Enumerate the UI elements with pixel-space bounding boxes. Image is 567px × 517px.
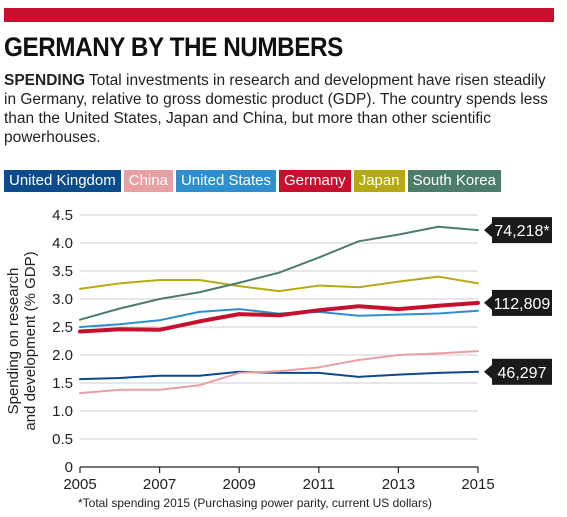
legend-item-japan: Japan — [353, 170, 405, 192]
y-tick-label: 3.0 — [52, 291, 73, 308]
series-line-united-kingdom — [79, 370, 479, 381]
y-tick-label: 0 — [65, 459, 73, 476]
x-tick-label: 2011 — [303, 476, 335, 493]
legend-item-united-states: United States — [175, 170, 276, 192]
y-axis-label: Spending on research — [5, 268, 22, 415]
callout-pointer — [484, 223, 492, 238]
callout-label: 74,218* — [494, 223, 549, 240]
footnote: *Total spending 2015 (Purchasing power p… — [78, 496, 432, 510]
series-line-germany — [78, 300, 480, 334]
callout-label: 46,297 — [498, 365, 547, 382]
y-tick-label: 1.5 — [52, 375, 73, 392]
legend-item-germany: Germany — [279, 170, 351, 192]
chart-legend: United Kingdom China United States Germany J… — [4, 170, 501, 192]
page-title: GERMANY BY THE NUMBERS — [4, 32, 343, 62]
series-line-china — [79, 350, 479, 395]
legend-item-united-kingdom: United Kingdom — [4, 170, 121, 192]
y-axis-label: and development (% GDP) — [22, 251, 39, 430]
intro-text: SPENDING Total investments in research a… — [4, 71, 554, 147]
legend-item-china: China — [123, 170, 173, 192]
y-tick-label: 0.5 — [52, 431, 73, 448]
y-tick-label: 1.0 — [52, 403, 73, 420]
x-tick-label: 2007 — [143, 476, 176, 493]
series-line-japan — [79, 275, 479, 293]
x-tick-label: 2015 — [461, 476, 494, 493]
callout-label: 112,809 — [494, 296, 551, 313]
legend-item-south-korea: South Korea — [407, 170, 501, 192]
y-tick-label: 4.5 — [52, 207, 73, 224]
callout-box — [492, 289, 552, 316]
series-line-united-states — [79, 308, 479, 328]
x-tick-label: 2013 — [382, 476, 415, 493]
callout-pointer — [484, 295, 492, 310]
callout-box — [492, 217, 552, 244]
callout-pointer — [484, 364, 492, 379]
y-tick-label: 3.5 — [52, 263, 73, 280]
y-tick-label: 2.5 — [52, 319, 73, 336]
callout-box — [492, 358, 552, 385]
top-accent-bar — [4, 8, 554, 22]
y-tick-label: 2.0 — [52, 347, 73, 364]
series-line-south-korea — [79, 225, 479, 321]
y-tick-label: 4.0 — [52, 235, 73, 252]
x-tick-label: 2009 — [223, 476, 256, 493]
intro-body: Total investments in research and develo… — [4, 72, 548, 146]
intro-lead: SPENDING — [4, 72, 85, 89]
x-tick-label: 2005 — [63, 476, 96, 493]
